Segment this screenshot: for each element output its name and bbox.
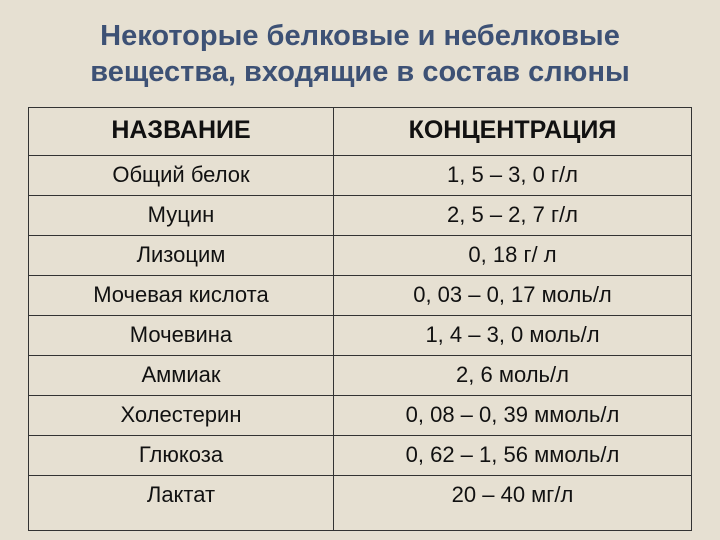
col-header-name: НАЗВАНИЕ bbox=[29, 107, 334, 155]
table-row: Мочевина 1, 4 – 3, 0 моль/л bbox=[29, 315, 692, 355]
table-row: Лизоцим 0, 18 г/ л bbox=[29, 235, 692, 275]
cell-name: Мочевая кислота bbox=[29, 275, 334, 315]
cell-value: 0, 18 г/ л bbox=[333, 235, 691, 275]
table-header-row: НАЗВАНИЕ КОНЦЕНТРАЦИЯ bbox=[29, 107, 692, 155]
table-row: Мочевая кислота 0, 03 – 0, 17 моль/л bbox=[29, 275, 692, 315]
table-row: Глюкоза 0, 62 – 1, 56 ммоль/л bbox=[29, 435, 692, 475]
saliva-composition-table: НАЗВАНИЕ КОНЦЕНТРАЦИЯ Общий белок 1, 5 –… bbox=[28, 107, 692, 531]
cell-name: Холестерин bbox=[29, 395, 334, 435]
cell-name: Глюкоза bbox=[29, 435, 334, 475]
cell-value: 1, 4 – 3, 0 моль/л bbox=[333, 315, 691, 355]
table-row: Холестерин 0, 08 – 0, 39 ммоль/л bbox=[29, 395, 692, 435]
cell-name: Муцин bbox=[29, 195, 334, 235]
cell-name: Общий белок bbox=[29, 155, 334, 195]
cell-value: 20 – 40 мг/л bbox=[333, 475, 691, 530]
cell-value: 0, 62 – 1, 56 ммоль/л bbox=[333, 435, 691, 475]
table-row: Муцин 2, 5 – 2, 7 г/л bbox=[29, 195, 692, 235]
title-line-1: Некоторые белковые и небелковые bbox=[100, 20, 620, 52]
table-row: Общий белок 1, 5 – 3, 0 г/л bbox=[29, 155, 692, 195]
cell-value: 0, 03 – 0, 17 моль/л bbox=[333, 275, 691, 315]
cell-value: 1, 5 – 3, 0 г/л bbox=[333, 155, 691, 195]
cell-value: 2, 6 моль/л bbox=[333, 355, 691, 395]
cell-name: Аммиак bbox=[29, 355, 334, 395]
table-row: Аммиак 2, 6 моль/л bbox=[29, 355, 692, 395]
cell-name: Мочевина bbox=[29, 315, 334, 355]
cell-name: Лизоцим bbox=[29, 235, 334, 275]
table-row: Лактат 20 – 40 мг/л bbox=[29, 475, 692, 530]
cell-value: 0, 08 – 0, 39 ммоль/л bbox=[333, 395, 691, 435]
cell-value: 2, 5 – 2, 7 г/л bbox=[333, 195, 691, 235]
cell-name: Лактат bbox=[29, 475, 334, 530]
col-header-concentration: КОНЦЕНТРАЦИЯ bbox=[333, 107, 691, 155]
slide-title: Некоторые белковые и небелковые вещества… bbox=[32, 18, 688, 91]
title-line-2: вещества, входящие в состав слюны bbox=[90, 56, 629, 88]
